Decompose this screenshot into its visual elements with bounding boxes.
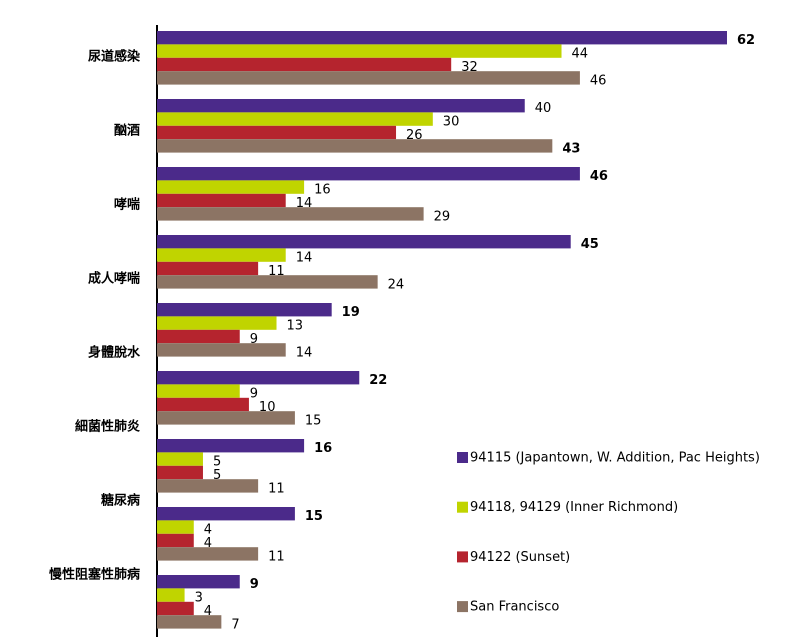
bar <box>157 316 277 330</box>
bar <box>157 329 240 344</box>
value-label: 43 <box>562 141 580 156</box>
bar <box>157 303 332 317</box>
bar <box>157 601 194 616</box>
value-label: 5 <box>213 455 221 470</box>
value-label: 44 <box>572 47 589 62</box>
value-label: 7 <box>231 617 239 632</box>
value-label: 19 <box>342 305 360 320</box>
bar <box>157 343 286 357</box>
value-label: 16 <box>314 441 332 456</box>
value-label: 16 <box>314 183 331 198</box>
value-label: 9 <box>250 332 258 347</box>
value-label: 46 <box>590 169 608 184</box>
legend-label: 94115 (Japantown, W. Addition, Pac Heigh… <box>470 451 760 466</box>
value-label: 15 <box>305 509 323 524</box>
bar <box>157 411 295 425</box>
bar <box>157 44 562 58</box>
legend-swatch <box>457 501 468 513</box>
value-label: 62 <box>737 33 755 48</box>
bar <box>157 235 571 249</box>
bar <box>157 615 222 629</box>
value-label: 22 <box>369 373 387 388</box>
value-label: 14 <box>296 251 313 266</box>
bar <box>157 139 553 153</box>
legend-swatch <box>457 601 468 613</box>
bar <box>157 31 727 45</box>
value-label: 5 <box>213 468 221 483</box>
bar <box>157 167 580 181</box>
bar <box>157 57 452 72</box>
value-label: 11 <box>268 549 285 564</box>
value-label: 4 <box>204 523 212 538</box>
bar <box>157 533 194 548</box>
value-label: 29 <box>434 209 451 224</box>
bar <box>157 99 525 113</box>
category-label: 慢性阻塞性肺病 <box>49 567 140 583</box>
value-label: 45 <box>581 237 599 252</box>
value-label: 9 <box>250 577 259 592</box>
legend-label: 94118, 94129 (Inner Richmond) <box>470 500 678 515</box>
category-label: 細菌性肺炎 <box>75 419 140 435</box>
bar <box>157 397 249 412</box>
value-label: 40 <box>535 101 552 116</box>
bar <box>157 465 203 480</box>
bar <box>157 248 286 262</box>
bar <box>157 207 424 221</box>
bar <box>157 193 286 208</box>
bar <box>157 125 397 140</box>
legend-label: 94122 (Sunset) <box>470 550 570 565</box>
category-label: 哮喘 <box>114 197 140 213</box>
bar <box>157 275 378 289</box>
bar <box>157 588 185 602</box>
value-label: 15 <box>305 413 322 428</box>
value-label: 4 <box>204 536 212 551</box>
value-label: 11 <box>268 481 285 496</box>
category-label: 身體脫水 <box>88 345 141 361</box>
value-label: 14 <box>296 345 313 360</box>
category-label: 糖尿病 <box>101 493 140 509</box>
value-label: 9 <box>250 387 258 402</box>
bar <box>157 575 240 589</box>
bar <box>157 71 580 85</box>
value-label: 13 <box>287 319 304 334</box>
category-label: 尿道感染 <box>88 49 141 65</box>
legend-swatch <box>457 551 468 563</box>
legend-swatch <box>457 452 468 463</box>
category-label: 酗酒 <box>114 124 140 139</box>
bar <box>157 520 194 534</box>
value-label: 4 <box>204 604 212 619</box>
value-label: 46 <box>590 73 607 88</box>
bar <box>157 261 259 276</box>
legend-label: San Francisco <box>470 600 559 615</box>
bar <box>157 112 433 126</box>
bar <box>157 180 305 194</box>
bar <box>157 479 259 493</box>
value-label: 24 <box>388 277 405 292</box>
bar <box>157 507 295 521</box>
bar <box>157 452 203 466</box>
value-label: 3 <box>195 591 203 606</box>
value-label: 30 <box>443 115 460 130</box>
bar <box>157 371 360 385</box>
bar <box>157 384 240 398</box>
bar <box>157 439 305 453</box>
category-label: 成人哮喘 <box>88 271 140 287</box>
bar <box>157 547 259 561</box>
